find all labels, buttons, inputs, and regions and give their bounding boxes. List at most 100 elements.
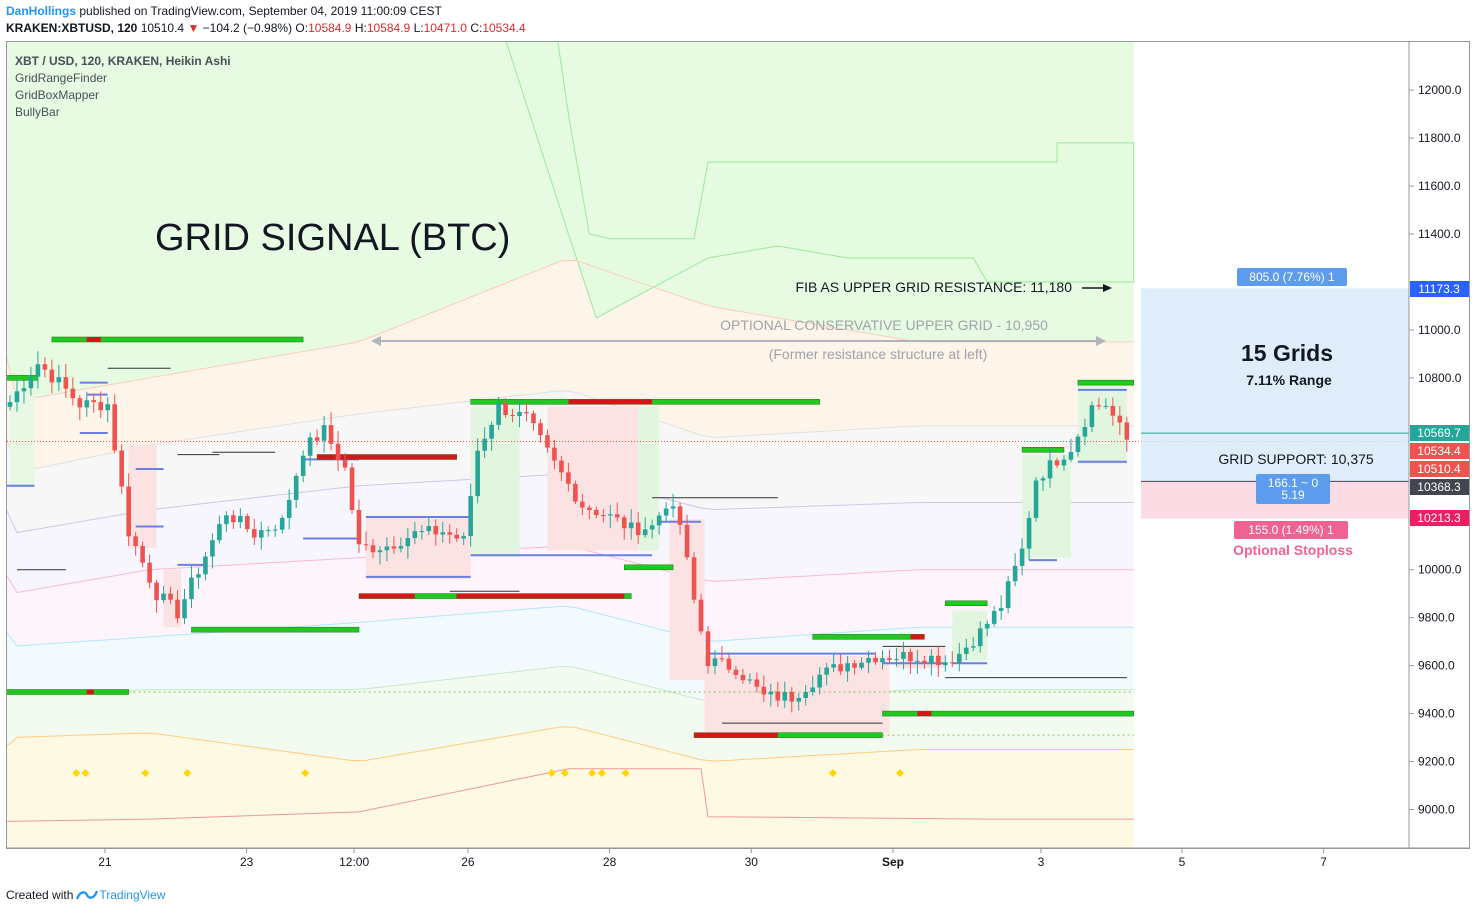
candle — [580, 493, 585, 516]
grid-level-9 — [812, 634, 925, 640]
lower-box-tag — [1234, 521, 1348, 539]
candle — [901, 641, 906, 670]
candle — [140, 541, 145, 568]
price-label-11173-3: 11173.3 — [1410, 281, 1469, 297]
bullybar-diamond-2 — [141, 769, 150, 777]
candle — [538, 419, 543, 443]
legend-indicator-bullybar[interactable]: BullyBar — [15, 105, 60, 119]
candle — [628, 509, 634, 540]
grid-support-label: GRID SUPPORT: 10,375 — [1218, 451, 1374, 467]
candle — [691, 552, 697, 604]
candle — [391, 536, 397, 554]
candle — [272, 524, 278, 537]
bullybar-diamond-5 — [547, 769, 556, 777]
x-tick-label: 7 — [1320, 855, 1327, 869]
candle — [998, 595, 1004, 621]
candle — [1082, 418, 1088, 446]
change-value: −104.2 (−0.98%) — [202, 21, 293, 35]
candle — [1033, 477, 1039, 522]
candle — [775, 681, 781, 707]
candle — [461, 532, 466, 546]
legend-indicator-gridrangefinder[interactable]: GridRangeFinder — [15, 71, 108, 85]
candle — [307, 432, 313, 467]
bullybar-diamond-7 — [588, 769, 597, 777]
candle — [670, 493, 676, 518]
candle — [517, 398, 522, 428]
candle — [887, 649, 892, 663]
fib-resistance-label: FIB AS UPPER GRID RESISTANCE: 11,180 — [796, 279, 1073, 295]
bullybar-diamond-1 — [81, 769, 90, 777]
candle — [321, 415, 327, 453]
candle — [956, 642, 962, 672]
candle — [77, 395, 83, 421]
grid-level-11 — [945, 600, 988, 607]
candle — [126, 473, 131, 546]
upper-box-tag — [1237, 268, 1347, 286]
candle — [279, 515, 285, 534]
candle — [635, 511, 641, 544]
candle — [824, 662, 829, 686]
legend-symbol: XBT / USD, 120, KRAKEN, Heikin Ashi — [15, 54, 231, 68]
candle — [594, 506, 599, 519]
candle — [238, 508, 243, 529]
candle — [21, 380, 27, 404]
candle — [831, 654, 836, 673]
candle — [28, 366, 34, 396]
candle — [649, 519, 655, 539]
grid-level-10 — [882, 710, 1135, 717]
candle — [943, 655, 948, 672]
bullybar-diamond-4 — [301, 769, 310, 777]
candle — [35, 351, 41, 389]
candle — [880, 650, 885, 670]
candle — [1089, 401, 1095, 433]
grid-level-2 — [191, 626, 360, 633]
candle — [852, 660, 857, 675]
price-label-10534-4: 10534.4 — [1410, 443, 1469, 459]
candle — [349, 462, 355, 514]
grid-box-8 — [704, 656, 890, 733]
candle — [231, 510, 236, 529]
candle — [963, 638, 969, 661]
y-tick-label: 10800.0 — [1418, 371, 1462, 385]
footer-brand-link[interactable]: TradingView — [99, 888, 166, 902]
y-tick-label: 9200.0 — [1418, 755, 1455, 769]
candle — [468, 483, 473, 547]
bullybar-diamond-3 — [183, 769, 192, 777]
candle — [587, 505, 592, 520]
x-tick-label: 26 — [461, 855, 475, 869]
mid-box-tag — [1256, 474, 1330, 504]
profit-zone-box — [1141, 288, 1409, 482]
candle — [719, 645, 725, 663]
candle — [803, 685, 809, 706]
candle — [258, 521, 264, 550]
candle — [175, 590, 180, 624]
bullybar-diamond-11 — [895, 769, 904, 777]
candle — [524, 402, 529, 422]
candle — [915, 649, 920, 674]
candle — [922, 656, 927, 669]
plot-area — [7, 42, 1409, 848]
candle — [621, 515, 627, 540]
x-tick-label: 30 — [745, 855, 759, 869]
candle — [56, 364, 62, 391]
candle — [328, 412, 334, 451]
grid-level-13 — [1077, 379, 1135, 386]
candle — [908, 648, 913, 675]
author-link[interactable]: DanHollings — [6, 4, 77, 18]
candle — [133, 532, 138, 556]
publish-info: DanHollings published on TradingView.com… — [6, 4, 442, 18]
candle — [684, 514, 690, 560]
candle — [754, 672, 760, 693]
candle — [433, 519, 439, 546]
candle — [119, 444, 124, 494]
legend-indicator-gridboxmapper[interactable]: GridBoxMapper — [15, 88, 100, 102]
candle — [726, 652, 732, 674]
x-tick-label: 3 — [1038, 855, 1045, 869]
ohlc-bar: KRAKEN:XBTUSD, 120 10510.4 ▼ −104.2 (−0.… — [6, 21, 526, 35]
candle — [510, 408, 515, 423]
candle — [1026, 511, 1032, 561]
candle — [1075, 433, 1081, 457]
close-value: 10534.4 — [482, 21, 526, 35]
x-tick-label: 23 — [240, 855, 254, 869]
